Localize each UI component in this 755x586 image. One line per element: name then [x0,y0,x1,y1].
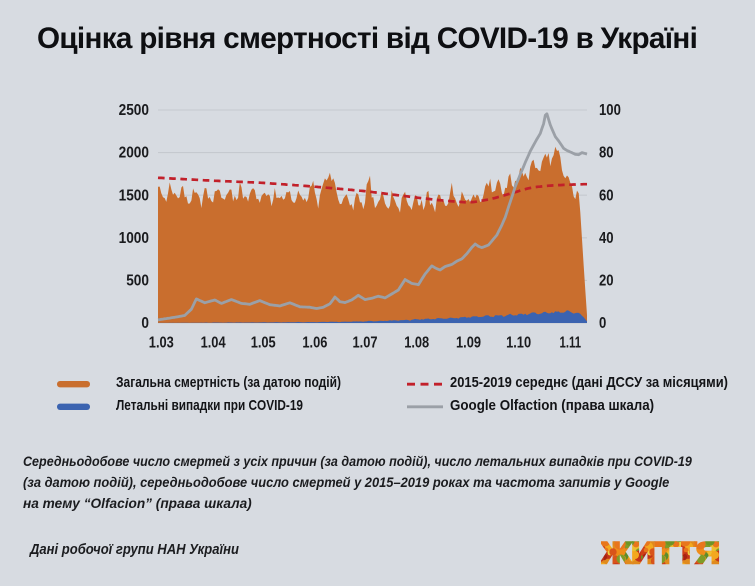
svg-text:1.06: 1.06 [302,334,327,351]
svg-text:1.10: 1.10 [506,334,531,351]
svg-text:0: 0 [141,315,149,332]
svg-text:60: 60 [599,187,614,204]
svg-text:1.03: 1.03 [149,334,174,351]
svg-text:40: 40 [599,230,614,247]
svg-text:1.09: 1.09 [456,334,481,351]
svg-text:1.05: 1.05 [251,334,276,351]
svg-text:100: 100 [599,102,621,119]
svg-text:2500: 2500 [119,102,149,119]
svg-text:1000: 1000 [119,230,149,247]
svg-text:0: 0 [599,315,606,332]
svg-text:1500: 1500 [119,187,149,204]
svg-text:1.04: 1.04 [201,334,226,351]
svg-text:1.07: 1.07 [353,334,378,351]
svg-text:ЖИТТЯ: ЖИТТЯ [601,537,720,568]
svg-text:80: 80 [599,145,614,162]
svg-text:1.11: 1.11 [560,334,582,351]
svg-text:20: 20 [599,273,614,290]
svg-text:500: 500 [126,273,149,290]
svg-text:2000: 2000 [119,145,149,162]
svg-text:1.08: 1.08 [404,334,429,351]
